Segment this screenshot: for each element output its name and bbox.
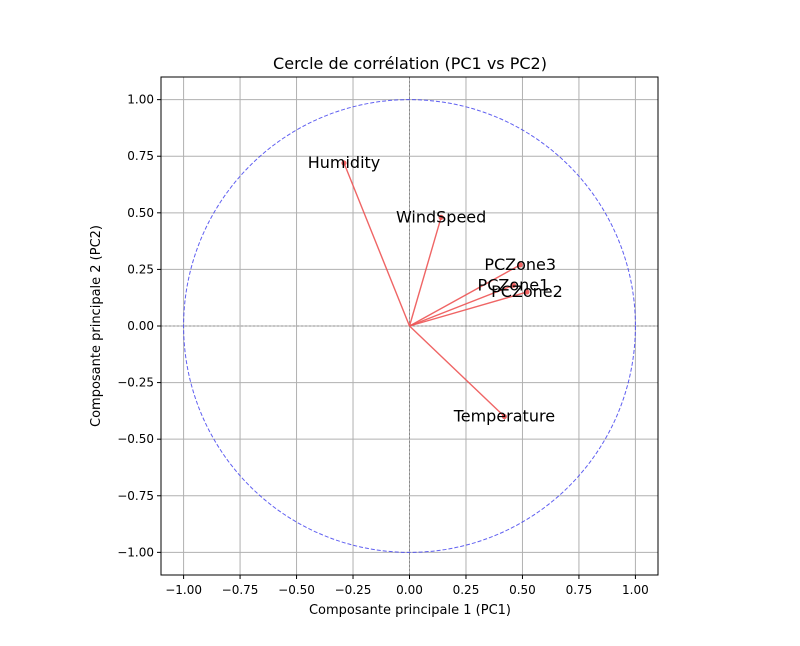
vector-label-pczone2: PCZone2: [491, 282, 563, 301]
y-tick-label-2: −0.50: [117, 432, 154, 446]
unit-circle-layer: [183, 99, 636, 553]
vector-tip-pczone3: [517, 262, 523, 268]
y-tick-label-4: 0.00: [127, 319, 154, 333]
unit-circle: [183, 99, 636, 553]
vector-pczone1: [409, 284, 514, 327]
vector-tip-pczone1: [510, 282, 517, 288]
x-tick-label-7: 0.75: [566, 583, 593, 597]
vector-tip-windspeed: [438, 214, 444, 220]
vector-label-windspeed: WindSpeed: [396, 207, 486, 226]
vector-tip-pczone2: [524, 289, 530, 295]
vector-pczone3: [409, 264, 521, 327]
vector-pczone2: [409, 291, 528, 327]
x-tick-label-6: 0.50: [509, 583, 536, 597]
x-tick-label-2: −0.50: [278, 583, 315, 597]
vector-humidity: [343, 162, 411, 327]
y-axis-label: Composante principale 2 (PC2): [89, 225, 104, 427]
chart-title: Cercle de corrélation (PC1 vs PC2): [273, 54, 547, 73]
y-tick-label-8: 1.00: [127, 93, 154, 107]
y-tick-label-0: −1.00: [117, 545, 154, 559]
y-tick-label-7: 0.75: [127, 149, 154, 163]
y-tick-label-5: 0.25: [127, 262, 154, 276]
x-tick-label-0: −1.00: [165, 583, 202, 597]
x-tick-label-5: 0.25: [453, 583, 480, 597]
x-tick-label-1: −0.75: [222, 583, 259, 597]
x-tick-label-8: 1.00: [622, 583, 649, 597]
x-ticks: −1.00 −0.75 −0.50 −0.25 0.00 0.25 0.50 0.75 1.00: [165, 575, 649, 597]
y-tick-label-6: 0.50: [127, 206, 154, 220]
y-tick-label-3: −0.25: [117, 376, 154, 390]
y-ticks: −1.00 −0.75 −0.50 −0.25 0.00 0.25 0.50 0.75 1.00: [117, 93, 161, 559]
y-tick-label-1: −0.75: [117, 489, 154, 503]
vector-label-humidity: Humidity: [308, 153, 381, 172]
vector-temperature: [409, 325, 505, 418]
vector-label-pczone1: PCZone1: [478, 275, 550, 294]
vector-tip-temperature: [501, 413, 507, 420]
x-tick-label-4: 0.00: [396, 583, 423, 597]
vector-windspeed: [408, 217, 442, 327]
x-axis-label: Composante principale 1 (PC1): [309, 603, 511, 618]
vector-label-temperature: Temperature: [453, 407, 555, 426]
x-tick-label-3: −0.25: [335, 583, 372, 597]
vector-label-pczone3: PCZone3: [484, 255, 556, 274]
vector-tip-humidity: [341, 160, 347, 166]
